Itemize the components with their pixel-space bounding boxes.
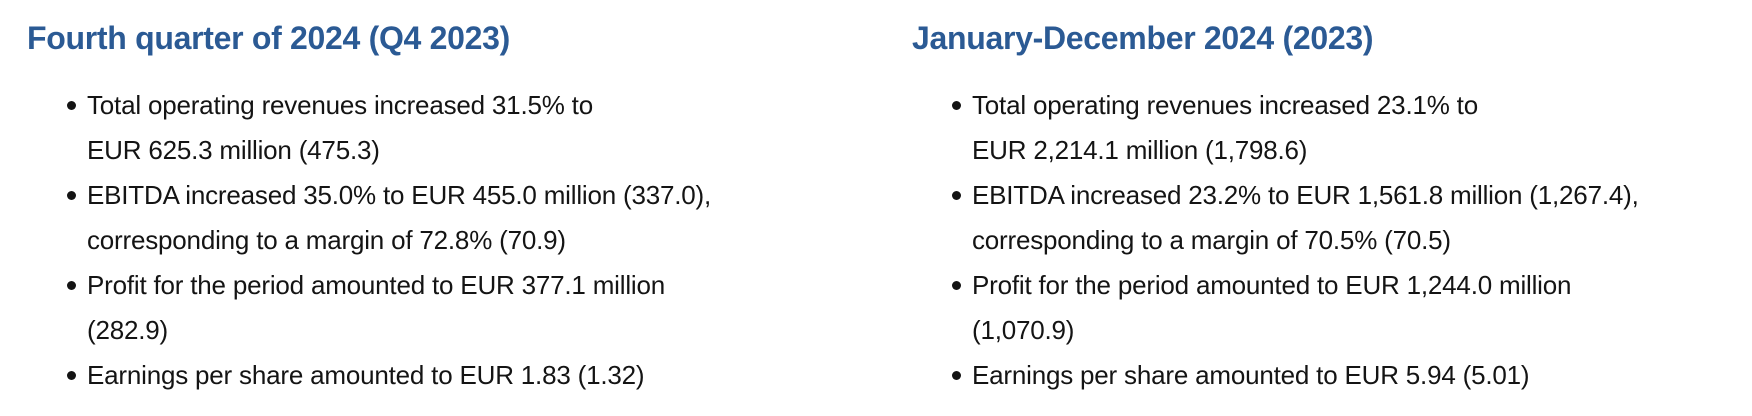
- list-item: Earnings per share amounted to EUR 1.83 …: [27, 353, 885, 398]
- list-item: EBITDA increased 35.0% to EUR 455.0 mill…: [27, 173, 885, 263]
- bullet-icon: [67, 101, 76, 110]
- bullet-line: EUR 2,214.1 million (1,798.6): [972, 135, 1308, 165]
- bullet-icon: [952, 281, 961, 290]
- list-item: Total operating revenues increased 31.5%…: [27, 83, 885, 173]
- bullet-line: (282.9): [87, 315, 168, 345]
- bullet-line: EBITDA increased 35.0% to EUR 455.0 mill…: [87, 180, 712, 210]
- column-january-december: January-December 2024 (2023) Total opera…: [885, 18, 1752, 416]
- bullet-line: Profit for the period amounted to EUR 37…: [87, 270, 665, 300]
- bullet-line: Total operating revenues increased 31.5%…: [87, 90, 593, 120]
- bullet-line: (1,070.9): [972, 315, 1075, 345]
- list-item: Earnings per share amounted to EUR 5.94 …: [912, 353, 1752, 398]
- fourth-quarter-bullet-list: Total operating revenues increased 31.5%…: [27, 83, 885, 398]
- bullet-icon: [952, 371, 961, 380]
- list-item: Profit for the period amounted to EUR 1,…: [912, 263, 1752, 353]
- bullet-icon: [67, 281, 76, 290]
- bullet-line: EUR 625.3 million (475.3): [87, 135, 380, 165]
- bullet-line: Profit for the period amounted to EUR 1,…: [972, 270, 1572, 300]
- bullet-line: corresponding to a margin of 72.8% (70.9…: [87, 225, 566, 255]
- bullet-icon: [67, 371, 76, 380]
- list-item: Profit for the period amounted to EUR 37…: [27, 263, 885, 353]
- fourth-quarter-heading: Fourth quarter of 2024 (Q4 2023): [27, 20, 510, 56]
- bullet-icon: [952, 191, 961, 200]
- bullet-line: corresponding to a margin of 70.5% (70.5…: [972, 225, 1451, 255]
- list-item: EBITDA increased 23.2% to EUR 1,561.8 mi…: [912, 173, 1752, 263]
- bullet-line: Earnings per share amounted to EUR 1.83 …: [87, 360, 645, 390]
- bullet-icon: [67, 191, 76, 200]
- bullet-line: Earnings per share amounted to EUR 5.94 …: [972, 360, 1530, 390]
- bullet-icon: [952, 101, 961, 110]
- column-fourth-quarter: Fourth quarter of 2024 (Q4 2023) Total o…: [0, 18, 885, 416]
- january-december-bullet-list: Total operating revenues increased 23.1%…: [912, 83, 1752, 398]
- bullet-line: EBITDA increased 23.2% to EUR 1,561.8 mi…: [972, 180, 1639, 210]
- bullet-line: Total operating revenues increased 23.1%…: [972, 90, 1478, 120]
- list-item: Total operating revenues increased 23.1%…: [912, 83, 1752, 173]
- january-december-heading: January-December 2024 (2023): [912, 20, 1374, 56]
